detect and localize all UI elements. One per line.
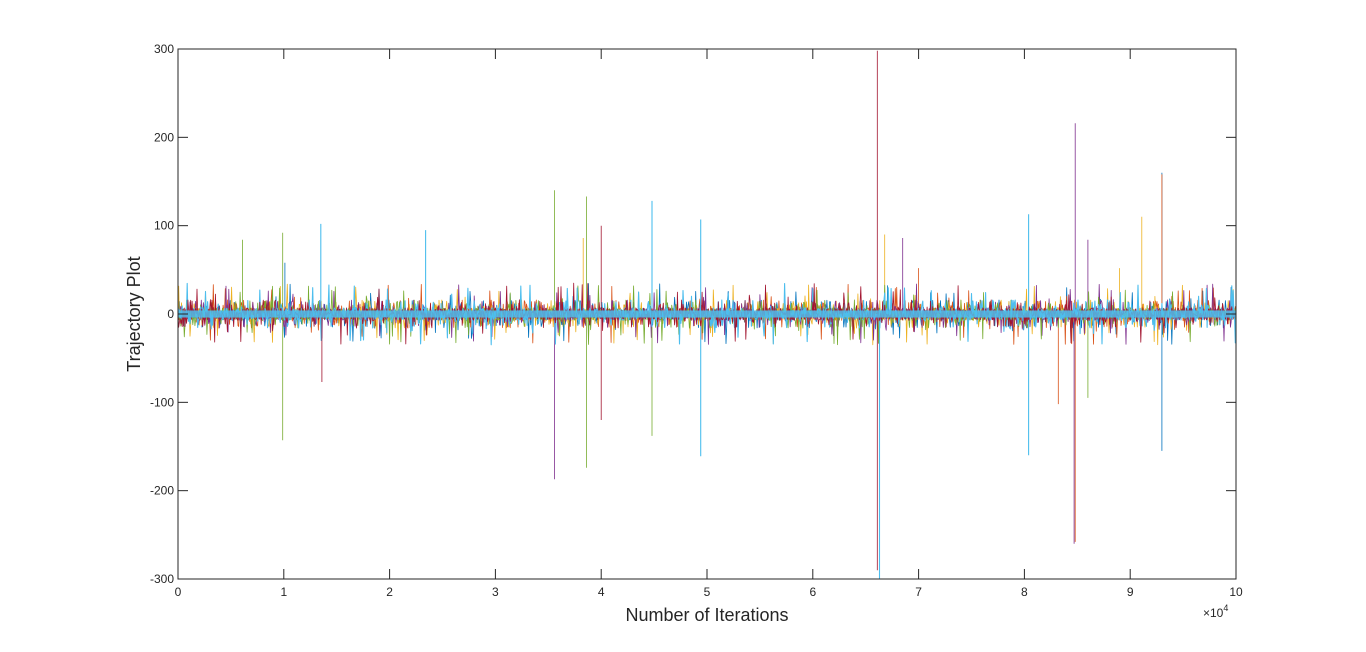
x-tick-label: 2 bbox=[386, 585, 393, 599]
x-exponent-base: ×10 bbox=[1203, 606, 1224, 620]
series-layer bbox=[177, 50, 1237, 579]
x-tick-label: 0 bbox=[175, 585, 182, 599]
x-tick-label: 1 bbox=[280, 585, 287, 599]
x-tick-label: 4 bbox=[598, 585, 605, 599]
y-tick-label: -100 bbox=[150, 395, 174, 409]
x-tick-label: 3 bbox=[492, 585, 499, 599]
y-tick-label: 0 bbox=[167, 307, 174, 321]
x-tick-label: 10 bbox=[1229, 585, 1243, 599]
series-line-5 bbox=[177, 190, 1237, 468]
y-tick-label: 200 bbox=[154, 130, 174, 144]
series-band-zero bbox=[178, 310, 1236, 318]
x-tick-label: 9 bbox=[1127, 585, 1134, 599]
x-tick-label: 7 bbox=[915, 585, 922, 599]
x-tick-label: 8 bbox=[1021, 585, 1028, 599]
y-tick-label: 300 bbox=[154, 42, 174, 56]
x-axis-title: Number of Iterations bbox=[625, 605, 788, 625]
x-tick-label: 5 bbox=[704, 585, 711, 599]
tick-layer: 0 1 2 3 4 5 6 7 8 9 10 300 200 100 0 -100 -200 -300 bbox=[150, 42, 1243, 599]
y-tick-label: 100 bbox=[154, 219, 174, 233]
x-exponent-label: ×104 bbox=[1203, 603, 1228, 620]
y-tick-label: -300 bbox=[150, 572, 174, 586]
y-tick-label: -200 bbox=[150, 484, 174, 498]
y-axis-title: Trajectory Plot bbox=[124, 256, 144, 371]
x-exponent-power: 4 bbox=[1223, 603, 1228, 613]
x-tick-label: 6 bbox=[809, 585, 816, 599]
